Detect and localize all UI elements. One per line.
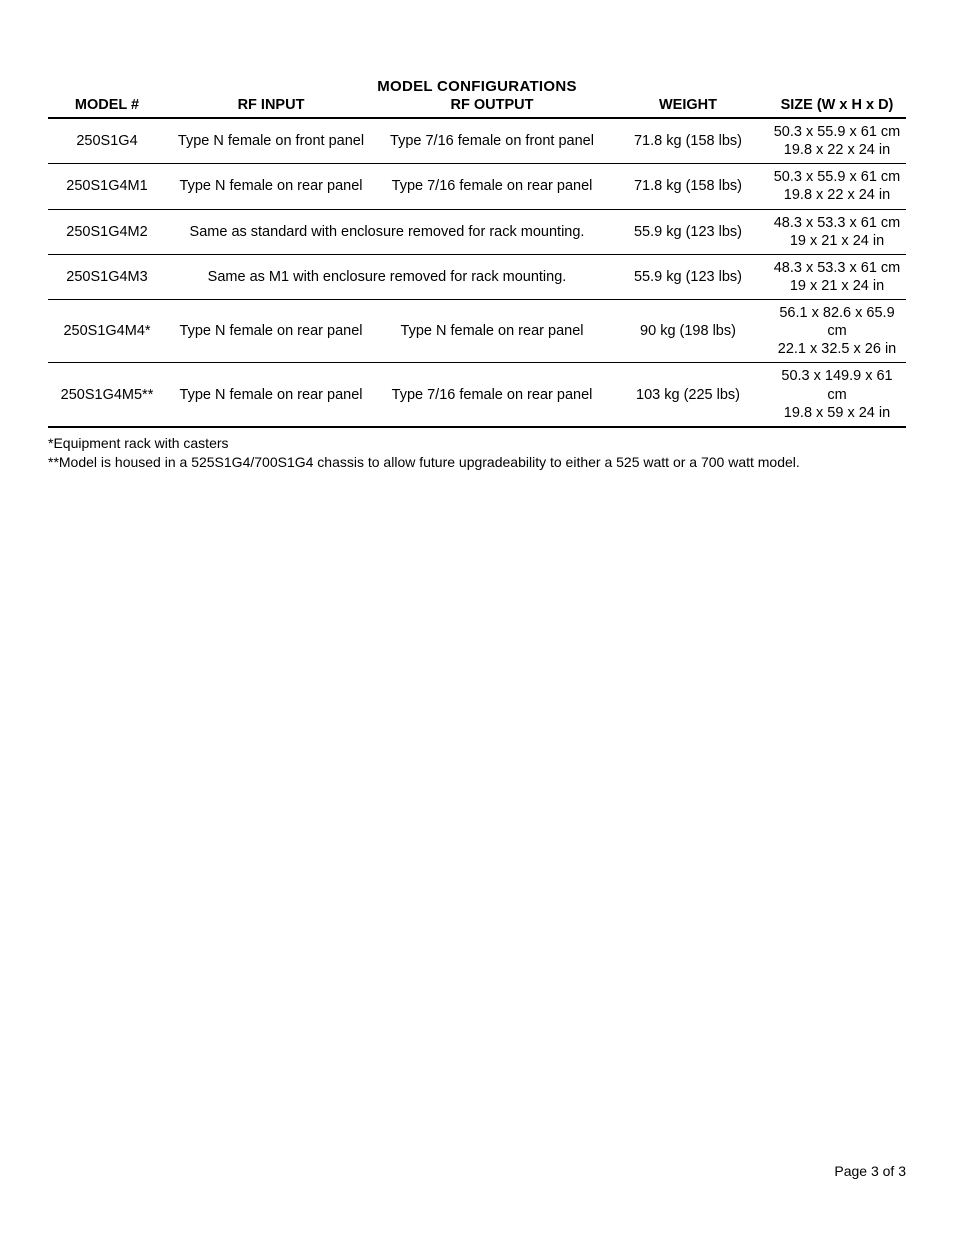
- cell-model: 250S1G4M3: [48, 254, 166, 299]
- footnotes: *Equipment rack with casters **Model is …: [48, 434, 906, 472]
- cell-size: 56.1 x 82.6 x 65.9 cm22.1 x 32.5 x 26 in: [768, 300, 906, 363]
- table-row: 250S1G4M3Same as M1 with enclosure remov…: [48, 254, 906, 299]
- size-in: 19.8 x 22 x 24 in: [772, 186, 902, 204]
- cell-rf-input: Type N female on front panel: [166, 118, 376, 164]
- size-in: 19 x 21 x 24 in: [772, 232, 902, 250]
- cell-size: 50.3 x 55.9 x 61 cm19.8 x 22 x 24 in: [768, 118, 906, 164]
- model-configurations-table: MODEL # RF INPUT RF OUTPUT WEIGHT SIZE (…: [48, 97, 906, 428]
- size-cm: 48.3 x 53.3 x 61 cm: [772, 214, 902, 232]
- col-header-rf-output: RF OUTPUT: [376, 97, 608, 118]
- cell-model: 250S1G4: [48, 118, 166, 164]
- cell-model: 250S1G4M1: [48, 164, 166, 209]
- cell-rf-output: Type 7/16 female on front panel: [376, 118, 608, 164]
- size-cm: 56.1 x 82.6 x 65.9 cm: [772, 304, 902, 340]
- size-cm: 48.3 x 53.3 x 61 cm: [772, 259, 902, 277]
- col-header-rf-input: RF INPUT: [166, 97, 376, 118]
- cell-weight: 71.8 kg (158 lbs): [608, 118, 768, 164]
- cell-weight: 71.8 kg (158 lbs): [608, 164, 768, 209]
- size-in: 22.1 x 32.5 x 26 in: [772, 340, 902, 358]
- table-row: 250S1G4M2Same as standard with enclosure…: [48, 209, 906, 254]
- cell-model: 250S1G4M4*: [48, 300, 166, 363]
- col-header-weight: WEIGHT: [608, 97, 768, 118]
- cell-weight: 55.9 kg (123 lbs): [608, 254, 768, 299]
- table-body: 250S1G4Type N female on front panelType …: [48, 118, 906, 427]
- footnote-1: *Equipment rack with casters: [48, 434, 906, 453]
- col-header-size: SIZE (W x H x D): [768, 97, 906, 118]
- table-row: 250S1G4Type N female on front panelType …: [48, 118, 906, 164]
- cell-size: 48.3 x 53.3 x 61 cm19 x 21 x 24 in: [768, 209, 906, 254]
- size-in: 19 x 21 x 24 in: [772, 277, 902, 295]
- cell-model: 250S1G4M5**: [48, 363, 166, 427]
- size-cm: 50.3 x 55.9 x 61 cm: [772, 123, 902, 141]
- cell-size: 50.3 x 55.9 x 61 cm19.8 x 22 x 24 in: [768, 164, 906, 209]
- table-row: 250S1G4M5**Type N female on rear panelTy…: [48, 363, 906, 427]
- cell-span-note: Same as standard with enclosure removed …: [166, 209, 608, 254]
- size-cm: 50.3 x 55.9 x 61 cm: [772, 168, 902, 186]
- col-header-model: MODEL #: [48, 97, 166, 118]
- cell-rf-input: Type N female on rear panel: [166, 300, 376, 363]
- table-row: 250S1G4M4*Type N female on rear panelTyp…: [48, 300, 906, 363]
- size-cm: 50.3 x 149.9 x 61 cm: [772, 367, 902, 403]
- cell-size: 50.3 x 149.9 x 61 cm19.8 x 59 x 24 in: [768, 363, 906, 427]
- cell-rf-output: Type 7/16 female on rear panel: [376, 164, 608, 209]
- cell-size: 48.3 x 53.3 x 61 cm19 x 21 x 24 in: [768, 254, 906, 299]
- cell-rf-output: Type 7/16 female on rear panel: [376, 363, 608, 427]
- cell-rf-output: Type N female on rear panel: [376, 300, 608, 363]
- size-in: 19.8 x 59 x 24 in: [772, 404, 902, 422]
- size-in: 19.8 x 22 x 24 in: [772, 141, 902, 159]
- footnote-2: **Model is housed in a 525S1G4/700S1G4 c…: [48, 453, 906, 472]
- cell-weight: 103 kg (225 lbs): [608, 363, 768, 427]
- cell-rf-input: Type N female on rear panel: [166, 164, 376, 209]
- table-row: 250S1G4M1Type N female on rear panelType…: [48, 164, 906, 209]
- cell-rf-input: Type N female on rear panel: [166, 363, 376, 427]
- table-title: MODEL CONFIGURATIONS: [48, 78, 906, 95]
- document-page: MODEL CONFIGURATIONS MODEL # RF INPUT RF…: [0, 0, 954, 472]
- cell-span-note: Same as M1 with enclosure removed for ra…: [166, 254, 608, 299]
- table-header-row: MODEL # RF INPUT RF OUTPUT WEIGHT SIZE (…: [48, 97, 906, 118]
- cell-weight: 90 kg (198 lbs): [608, 300, 768, 363]
- cell-weight: 55.9 kg (123 lbs): [608, 209, 768, 254]
- cell-model: 250S1G4M2: [48, 209, 166, 254]
- page-number: Page 3 of 3: [834, 1163, 906, 1179]
